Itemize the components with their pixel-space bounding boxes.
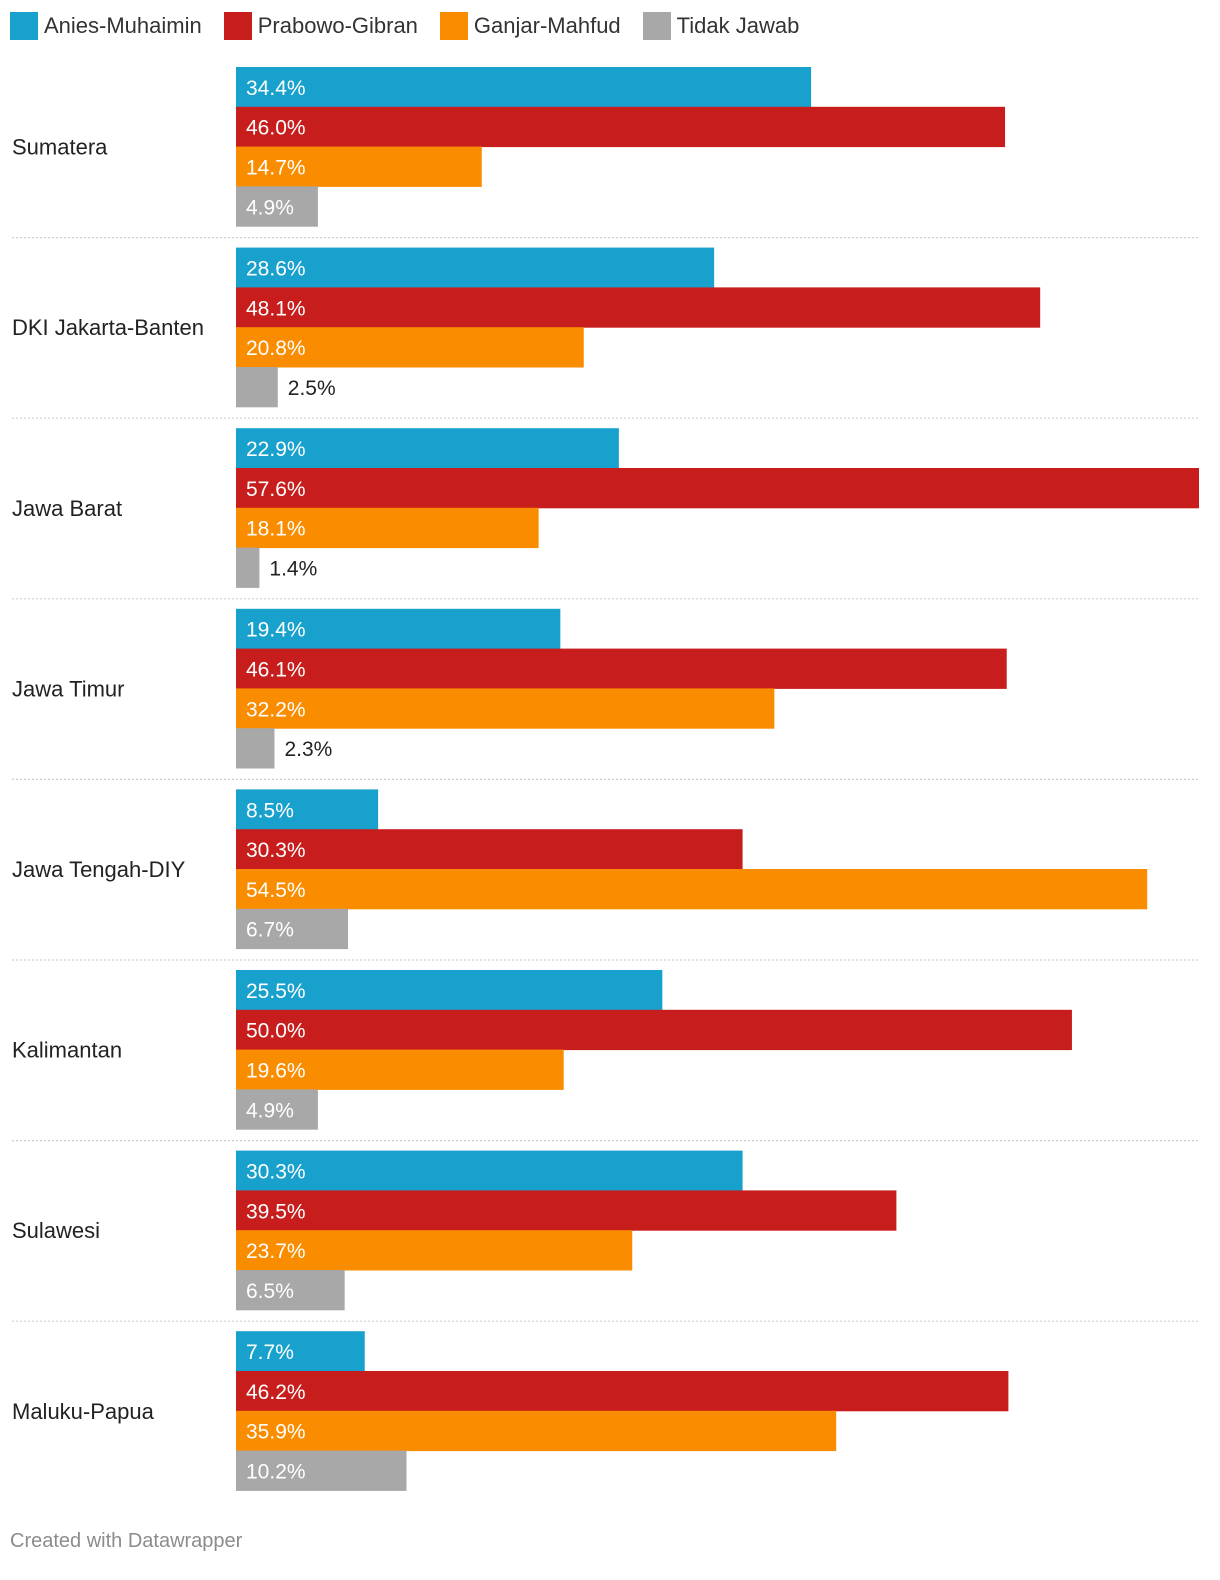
- bar: [236, 547, 260, 588]
- legend-swatch: [439, 12, 468, 40]
- bar-value-label: 6.5%: [246, 1280, 294, 1303]
- category-label: Sulawesi: [12, 1218, 100, 1243]
- bar-value-label: 1.4%: [269, 558, 317, 581]
- bar-value-label: 54.5%: [246, 879, 306, 902]
- bar: [236, 1450, 407, 1491]
- bar: [236, 688, 775, 729]
- bar-value-label: 2.3%: [284, 738, 332, 761]
- category-label: Kalimantan: [12, 1038, 122, 1063]
- category-label: Sumatera: [12, 135, 108, 160]
- bar-value-label: 57.6%: [246, 478, 306, 501]
- category-group: Jawa Barat 22.9% 57.6% 18.1% 1.4%: [12, 428, 1199, 600]
- bar: [236, 829, 743, 870]
- bar: [236, 367, 278, 408]
- bar: [236, 106, 1006, 148]
- category-group: Maluku-Papua 7.7% 46.2% 35.9% 10.2%: [12, 1331, 1009, 1491]
- bar: [236, 247, 715, 288]
- bar: [236, 789, 379, 830]
- bar-value-label: 8.5%: [246, 799, 294, 822]
- legend-item: Prabowo-Gibran: [223, 12, 418, 40]
- bar: [236, 1089, 318, 1130]
- bar-value-label: 32.2%: [246, 698, 306, 721]
- bar: [236, 1270, 345, 1311]
- category-group: Kalimantan 25.5% 50.0% 19.6% 4.9%: [12, 970, 1199, 1142]
- bar: [236, 1190, 897, 1231]
- bar-value-label: 18.1%: [246, 518, 306, 541]
- bar-value-label: 50.0%: [246, 1020, 306, 1043]
- category-label: Maluku-Papua: [12, 1399, 155, 1424]
- legend-item: Anies-Muhaimin: [10, 12, 202, 40]
- footer-credit: Created with Datawrapper: [10, 1530, 243, 1552]
- bar: [236, 146, 482, 187]
- bar: [236, 287, 1041, 328]
- legend-swatch: [10, 12, 38, 40]
- bar-value-label: 23.7%: [246, 1240, 306, 1263]
- category-group: Jawa Timur 19.4% 46.1% 32.2% 2.3%: [12, 608, 1199, 781]
- bar-value-label: 39.5%: [246, 1200, 306, 1223]
- bar-value-label: 19.6%: [246, 1060, 306, 1083]
- category-label: Jawa Barat: [12, 496, 122, 521]
- legend-label: Prabowo-Gibran: [257, 13, 418, 38]
- legend-swatch: [642, 12, 671, 40]
- bar-value-label: 22.9%: [246, 438, 306, 461]
- legend-label: Anies-Muhaimin: [44, 13, 202, 38]
- bar-value-label: 4.9%: [246, 196, 294, 219]
- bar-value-label: 30.3%: [246, 839, 306, 862]
- bar: [236, 67, 812, 108]
- bar: [236, 1230, 633, 1271]
- bar: [236, 908, 349, 950]
- bar: [236, 1371, 1009, 1412]
- bar-value-label: 30.3%: [246, 1161, 306, 1184]
- bar: [236, 507, 539, 549]
- bar: [236, 468, 1199, 509]
- legend-item: Ganjar-Mahfud: [439, 12, 621, 40]
- bar-value-label: 20.8%: [246, 337, 306, 360]
- bar: [236, 728, 275, 769]
- bar-value-label: 2.5%: [288, 377, 336, 400]
- bar: [236, 1331, 365, 1372]
- category-label: DKI Jakarta-Banten: [12, 315, 204, 340]
- bar: [236, 1150, 743, 1191]
- bar: [236, 970, 663, 1011]
- bar-value-label: 35.9%: [246, 1421, 306, 1444]
- bar: [236, 608, 561, 650]
- bar: [236, 648, 1007, 689]
- bar: [236, 327, 584, 368]
- category-label: Jawa Timur: [12, 676, 124, 701]
- bar: [236, 1410, 837, 1452]
- bar-value-label: 14.7%: [246, 157, 306, 180]
- bar: [236, 1009, 1072, 1051]
- bar-value-label: 7.7%: [246, 1341, 294, 1364]
- category-label: Jawa Tengah-DIY: [12, 857, 186, 882]
- bar-value-label: 4.9%: [246, 1099, 294, 1122]
- bar-value-label: 46.0%: [246, 117, 306, 140]
- category-group: Jawa Tengah-DIY 8.5% 30.3% 54.5% 6.7%: [12, 789, 1199, 961]
- category-group: DKI Jakarta-Banten 28.6% 48.1% 20.8% 2.5%: [12, 247, 1199, 419]
- bar-value-label: 46.1%: [246, 659, 306, 682]
- legend-label: Ganjar-Mahfud: [473, 13, 621, 38]
- category-group: Sumatera 34.4% 46.0% 14.7% 4.9%: [12, 67, 1199, 239]
- legend-label: Tidak Jawab: [676, 13, 800, 38]
- bar-value-label: 25.5%: [246, 980, 306, 1003]
- legend-swatch: [223, 12, 252, 40]
- bar-value-label: 46.2%: [246, 1381, 306, 1404]
- bar-value-label: 10.2%: [246, 1461, 306, 1484]
- bar-value-label: 34.4%: [246, 77, 306, 100]
- chart-legend: Anies-Muhaimin Prabowo-Gibran Ganjar-Mahfu…: [10, 10, 821, 42]
- bar-value-label: 48.1%: [246, 297, 306, 320]
- bar: [236, 186, 318, 227]
- category-group: Sulawesi 30.3% 39.5% 23.7% 6.5%: [12, 1150, 1199, 1322]
- bar-value-label: 6.7%: [246, 919, 294, 942]
- bar: [236, 1049, 564, 1090]
- bar-value-label: 28.6%: [246, 258, 306, 281]
- bar: [236, 869, 1148, 910]
- bar: [236, 428, 619, 469]
- legend-item: Tidak Jawab: [642, 12, 800, 40]
- bar-value-label: 19.4%: [246, 619, 306, 642]
